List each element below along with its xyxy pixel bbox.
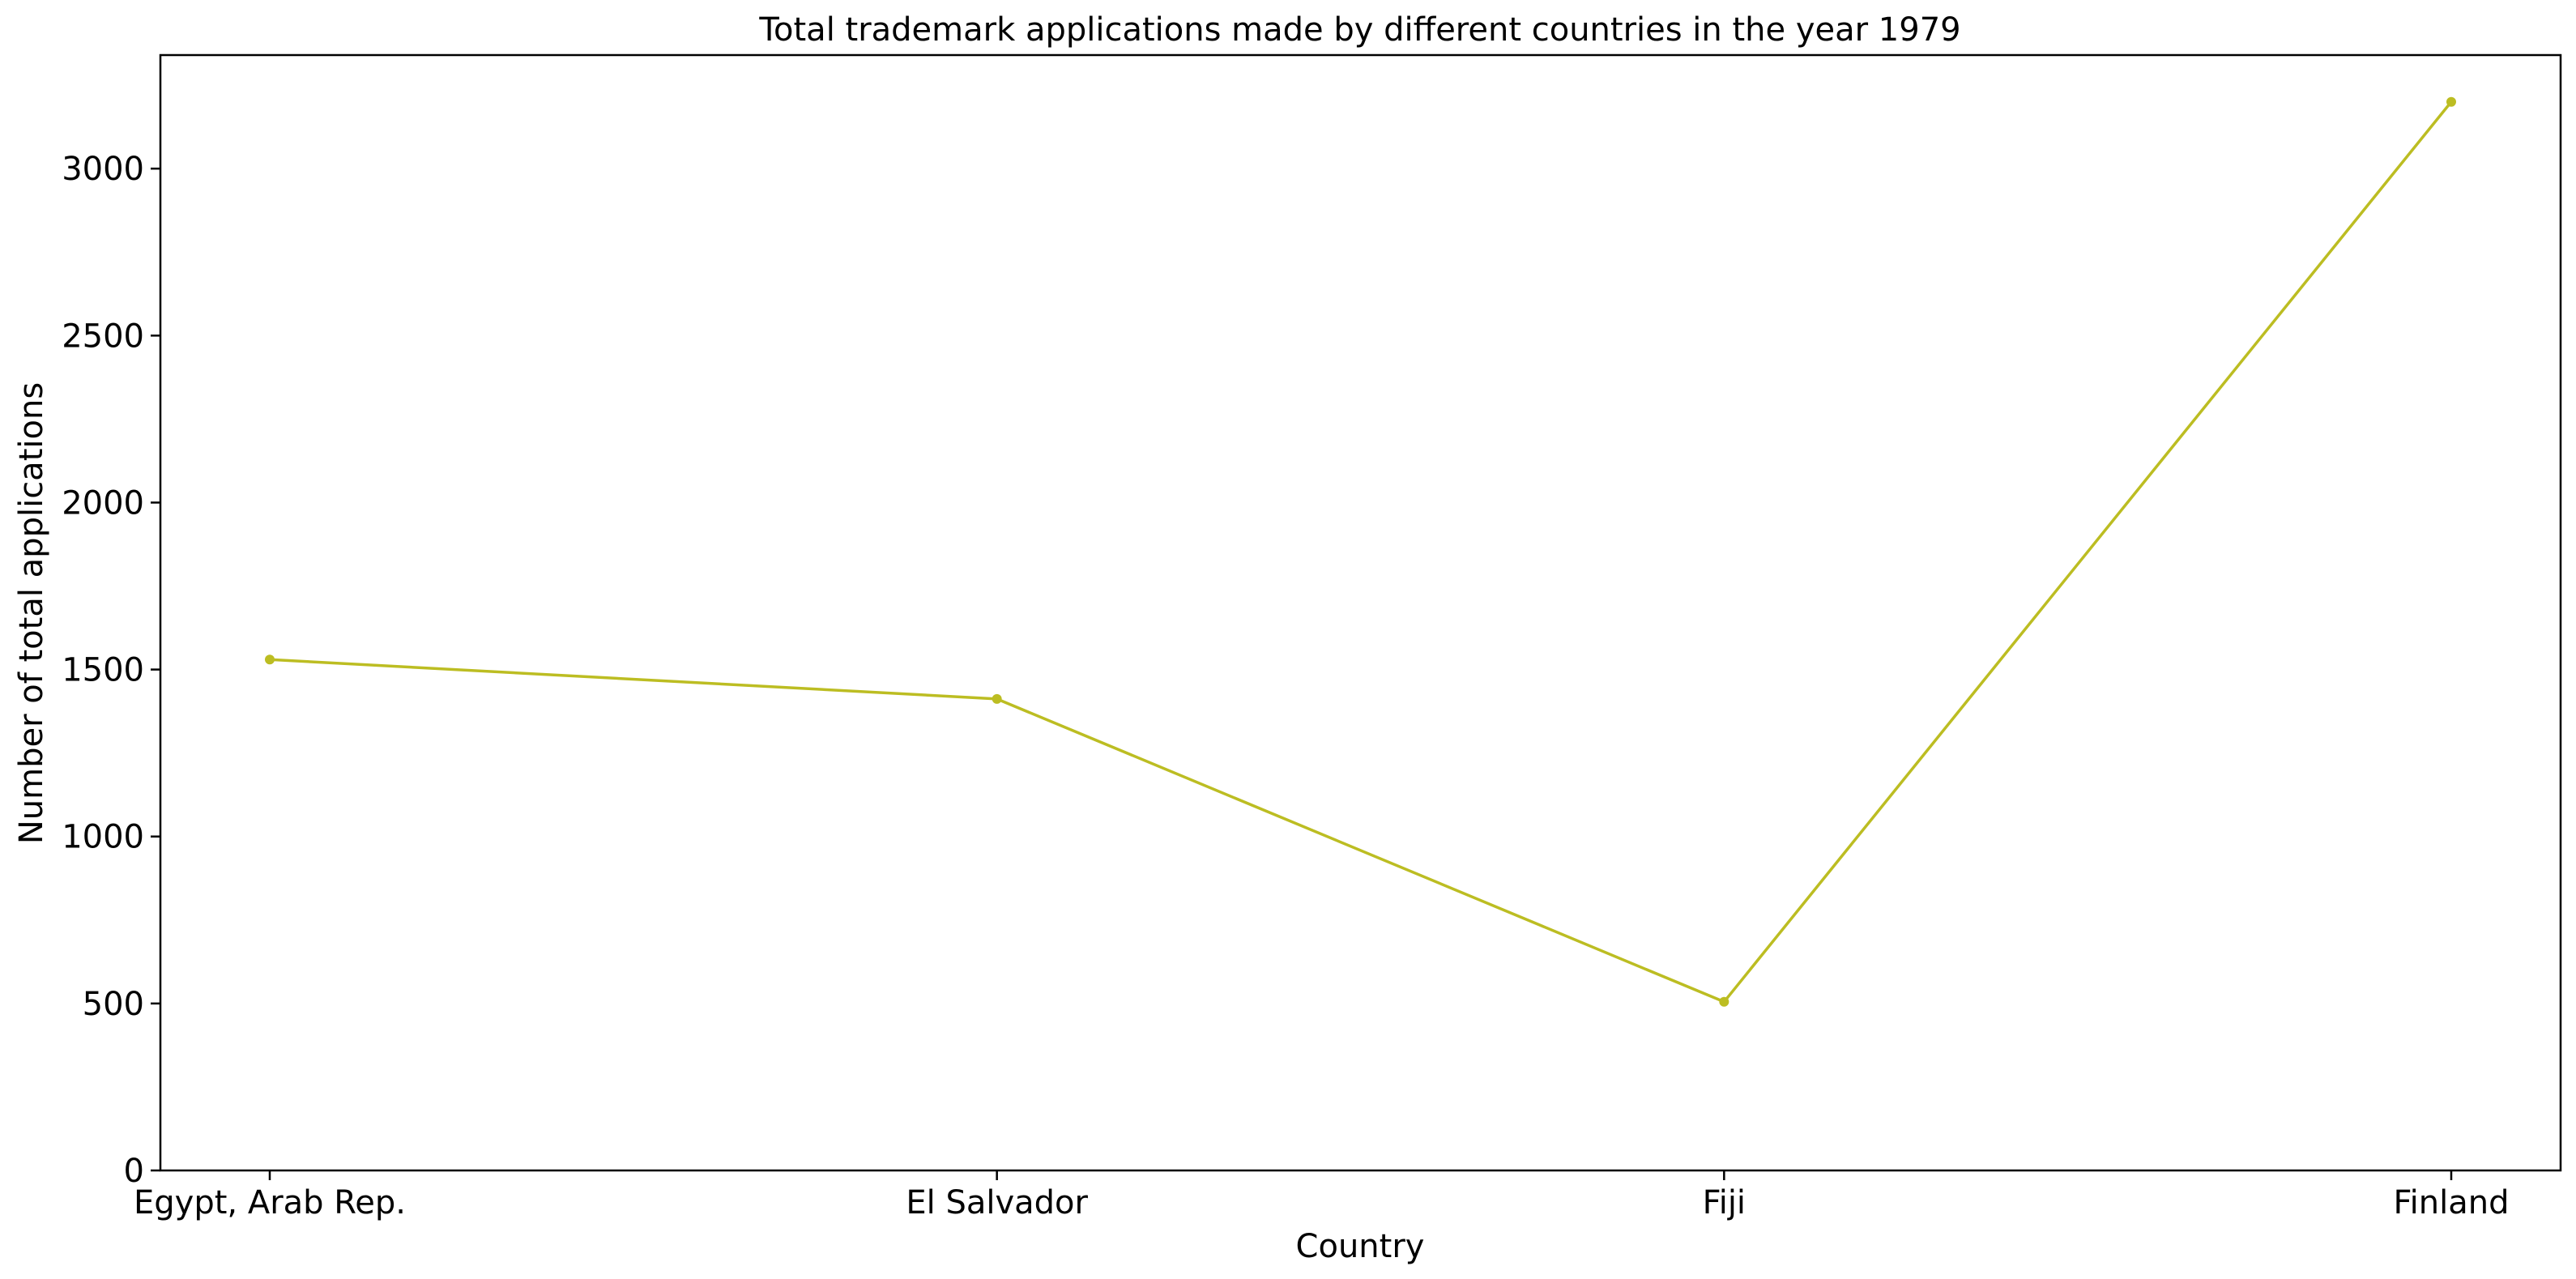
y-axis-label: Number of total applications (13, 382, 50, 844)
x-tick-label: Finland (2394, 1184, 2510, 1221)
y-tick-label: 1000 (62, 819, 144, 856)
y-tick-label: 500 (83, 986, 144, 1023)
y-tick-label: 3000 (62, 151, 144, 188)
y-tick-label: 1500 (62, 652, 144, 689)
plot-area (265, 96, 2456, 1007)
x-axis-label: Country (1296, 1228, 1425, 1265)
plot-frame (159, 53, 2562, 1172)
x-tick-label: Fiji (1703, 1184, 1746, 1221)
x-tick-label: Egypt, Arab Rep. (134, 1184, 406, 1221)
data-point (265, 654, 275, 665)
chart-title: Total trademark applications made by dif… (758, 11, 1960, 49)
y-tick-label: 0 (124, 1153, 144, 1190)
series-line (268, 100, 2453, 1004)
data-point (1719, 996, 1729, 1007)
y-tick-label: 2000 (62, 484, 144, 522)
y-tick-label: 2500 (62, 318, 144, 355)
data-point (992, 693, 1002, 704)
x-tick-label: El Salvador (906, 1184, 1088, 1221)
data-point (2446, 96, 2456, 107)
